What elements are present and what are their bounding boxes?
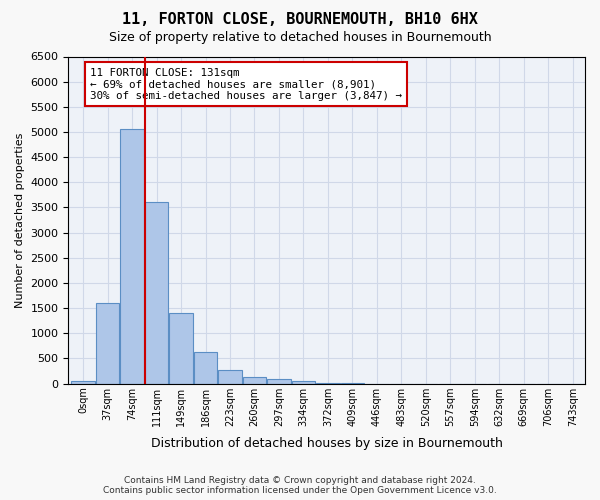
X-axis label: Distribution of detached houses by size in Bournemouth: Distribution of detached houses by size …	[151, 437, 503, 450]
Bar	[316, 382, 340, 384]
Bar	[145, 202, 168, 384]
Bar	[268, 379, 290, 384]
Text: Contains HM Land Registry data © Crown copyright and database right 2024.
Contai: Contains HM Land Registry data © Crown c…	[103, 476, 497, 495]
Bar	[218, 370, 242, 384]
Bar	[71, 381, 95, 384]
Y-axis label: Number of detached properties: Number of detached properties	[15, 132, 25, 308]
Bar	[96, 303, 119, 384]
Bar	[292, 381, 315, 384]
Bar	[243, 377, 266, 384]
Text: 11 FORTON CLOSE: 131sqm
← 69% of detached houses are smaller (8,901)
30% of semi: 11 FORTON CLOSE: 131sqm ← 69% of detache…	[90, 68, 402, 101]
Bar	[169, 313, 193, 384]
Bar	[121, 130, 143, 384]
Text: Size of property relative to detached houses in Bournemouth: Size of property relative to detached ho…	[109, 31, 491, 44]
Bar	[194, 352, 217, 384]
Text: 11, FORTON CLOSE, BOURNEMOUTH, BH10 6HX: 11, FORTON CLOSE, BOURNEMOUTH, BH10 6HX	[122, 12, 478, 28]
